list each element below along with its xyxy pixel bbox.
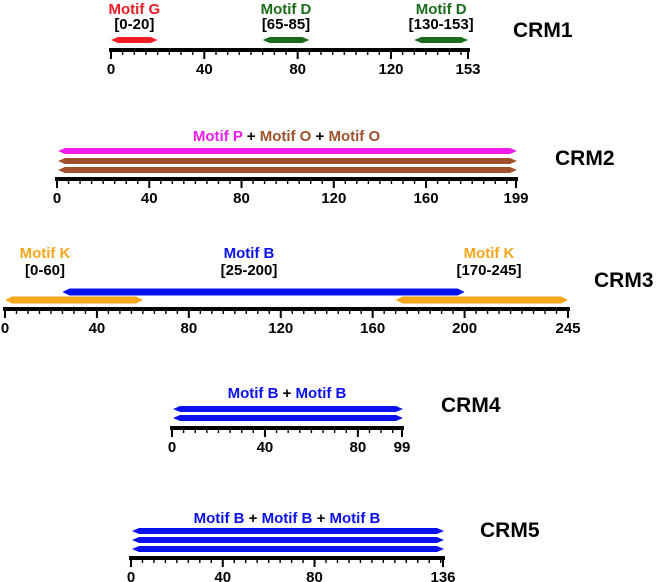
tick-label: 200: [452, 320, 477, 337]
motif-arrow: [132, 546, 444, 552]
stacked-motif-label-part: Motif B: [262, 510, 313, 527]
tick-label: 245: [555, 320, 580, 337]
motif-label: Motif D: [261, 1, 312, 18]
motif-arrow: [414, 37, 468, 43]
motif-label: Motif K: [464, 245, 515, 262]
tick-label: 136: [430, 569, 455, 582]
motif-arrow: [58, 167, 517, 173]
tick-label: 40: [196, 61, 213, 78]
crm2-name: CRM2: [555, 147, 615, 170]
stacked-motif-label-part: Motif O: [328, 128, 380, 145]
tick-label: 80: [289, 61, 306, 78]
motif-range-label: [130-153]: [409, 16, 474, 33]
tick-label: 40: [214, 569, 231, 582]
motif-arrow: [62, 288, 465, 296]
tick-label: 80: [350, 439, 367, 456]
stacked-motif-label-part: Motif B: [228, 385, 279, 402]
tick-label: 0: [168, 439, 176, 456]
tick-label: 160: [360, 320, 385, 337]
stacked-motif-label-part: +: [244, 510, 261, 527]
tick-label: 40: [257, 439, 274, 456]
tick-label: 80: [306, 569, 323, 582]
stacked-motif-label-part: Motif O: [260, 128, 312, 145]
tick-label: 120: [378, 61, 403, 78]
motif-range-label: [0-60]: [25, 262, 65, 279]
motif-label: Motif G: [109, 1, 161, 18]
stacked-motif-label-part: +: [311, 128, 328, 145]
stacked-motif-label-part: Motif P: [193, 128, 243, 145]
tick-label: 0: [127, 569, 135, 582]
stacked-motif-label-part: Motif B: [330, 510, 381, 527]
stacked-motif-label-part: +: [312, 510, 329, 527]
motif-arrow: [58, 158, 517, 164]
motif-arrow: [58, 148, 517, 154]
stacked-motif-label-part: Motif B: [194, 510, 245, 527]
tick-label: 40: [89, 320, 106, 337]
stacked-motif-label: Motif P + Motif O + Motif O: [193, 128, 381, 145]
tick-label: 0: [53, 190, 61, 207]
tick-label: 120: [268, 320, 293, 337]
crm4-name: CRM4: [441, 394, 501, 417]
motif-arrow: [111, 37, 158, 43]
tick-label: 199: [503, 190, 528, 207]
tick-label: 80: [180, 320, 197, 337]
motif-arrow: [395, 296, 568, 304]
motif-arrow: [262, 37, 310, 43]
crm5-name: CRM5: [480, 519, 540, 542]
motif-arrow: [173, 406, 403, 412]
stacked-motif-label-part: +: [278, 385, 295, 402]
tick-label: 99: [394, 439, 411, 456]
stacked-motif-label: Motif B + Motif B + Motif B: [194, 510, 381, 527]
tick-label: 160: [414, 190, 439, 207]
tick-label: 0: [1, 320, 9, 337]
crm4-group: 0 40 80 99 CRM4 Motif B + Motif B: [168, 385, 501, 456]
tick-label: 40: [141, 190, 158, 207]
motif-label: Motif B: [224, 245, 275, 262]
motif-range-label: [25-200]: [221, 262, 278, 279]
motif-arrow: [173, 415, 403, 421]
crm3-name: CRM3: [594, 269, 654, 292]
motif-label: Motif K: [20, 245, 71, 262]
motif-arrow: [5, 296, 143, 304]
motif-range-label: [65-85]: [262, 16, 310, 33]
stacked-motif-label: Motif B + Motif B: [228, 385, 347, 402]
tick-label: 120: [321, 190, 346, 207]
tick-label: 153: [455, 61, 480, 78]
motif-label: Motif D: [416, 1, 467, 18]
motif-arrow: [132, 537, 444, 543]
stacked-motif-label-part: +: [243, 128, 260, 145]
motif-range-label: [0-20]: [114, 16, 154, 33]
motif-arrow: [132, 528, 444, 534]
tick-label: 0: [107, 61, 115, 78]
crm1-name: CRM1: [513, 19, 573, 42]
stacked-motif-label-part: Motif B: [296, 385, 347, 402]
crm5-group: 0 40 80 136 CRM5 Motif B + Motif B + Motif B: [127, 510, 540, 582]
motif-range-label: [170-245]: [456, 262, 521, 279]
tick-label: 80: [233, 190, 250, 207]
crm2-group: 0 40 80 120 160 199 CRM2 Motif P + Motif O + Mo…: [53, 128, 615, 207]
